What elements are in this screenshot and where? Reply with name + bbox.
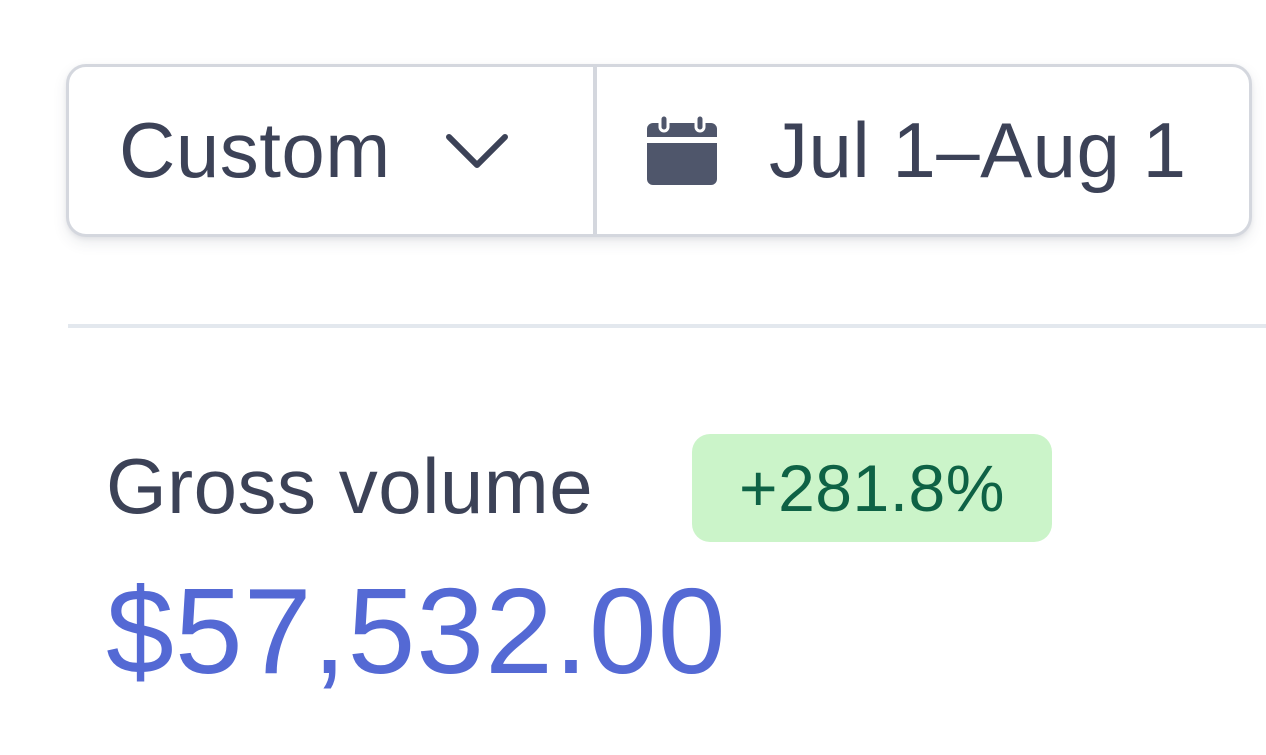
- calendar-icon: [645, 114, 719, 187]
- filter-divider: [593, 67, 597, 234]
- change-badge: +281.8%: [692, 434, 1052, 542]
- range-preset-dropdown[interactable]: Custom: [69, 67, 593, 234]
- metric-value[interactable]: $57,532.00: [106, 563, 727, 699]
- range-preset-label: Custom: [119, 106, 391, 194]
- date-range-label: Jul 1–Aug 1: [769, 106, 1187, 194]
- metric-title: Gross volume: [106, 442, 594, 530]
- section-divider: [68, 324, 1266, 328]
- date-range-button[interactable]: Jul 1–Aug 1: [597, 67, 1249, 234]
- chevron-down-icon: [443, 129, 511, 173]
- date-filter-group: Custom Jul 1–Aug 1: [66, 64, 1252, 237]
